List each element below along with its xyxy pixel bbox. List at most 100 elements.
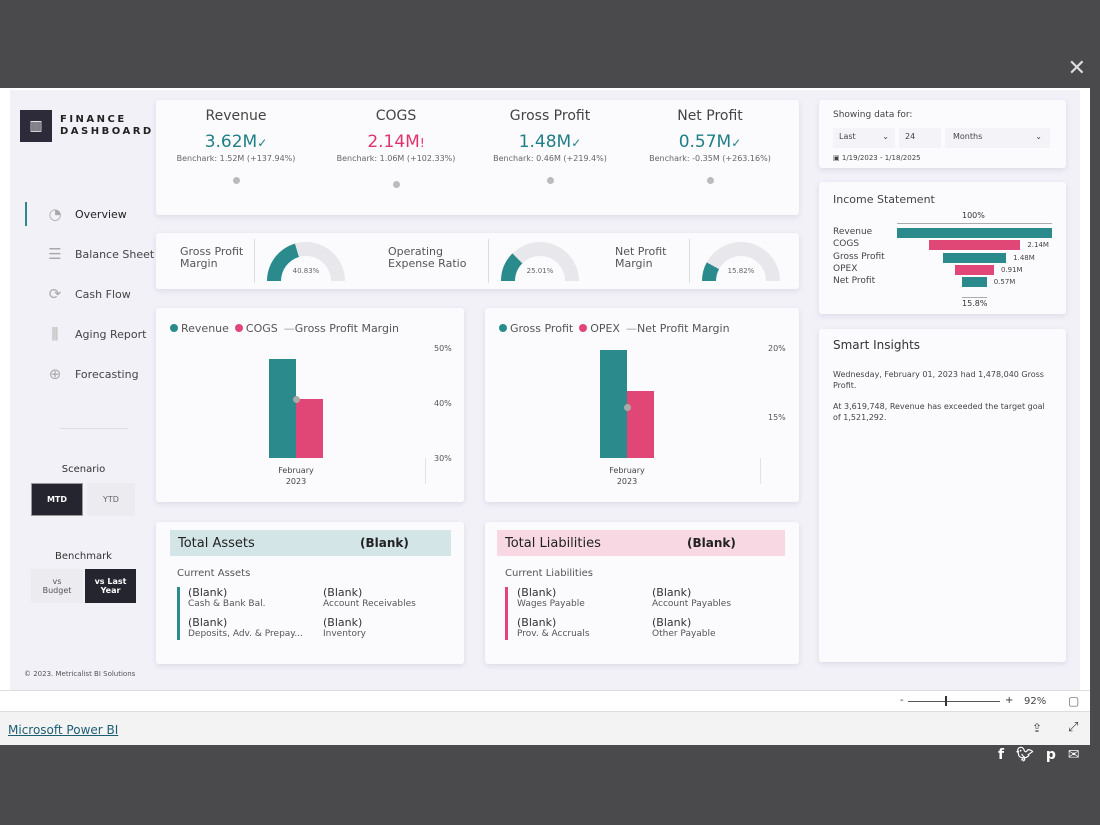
bar-gross-profit[interactable] [600,349,627,458]
funnel-bar[interactable] [962,277,987,288]
x-tick-line: 2023 [285,477,307,486]
gauge-value: 40.83% [292,267,320,275]
check-icon: ✓ [257,136,268,150]
y2-tick-label: 30% [434,454,452,463]
bar-revenue[interactable] [269,358,296,458]
funnel-top-bracket [897,223,1052,224]
funnel-label: Revenue [833,227,873,237]
kpi-benchmark: Benchark: -0.35M (+263.16%) [649,154,771,163]
gauge-label-line: Expense Ratio [388,257,467,270]
legend-swatch [579,324,588,332]
zoom-in-button[interactable]: + [1005,695,1014,706]
current-liabilities-label: Current Liabilities [505,568,593,579]
close-button[interactable]: ✕ [1067,56,1086,81]
chevron-down-icon: ⌄ [1035,132,1042,141]
balance-item: (Blank) Account Receivables [323,586,416,609]
scenario-mtd-button[interactable]: MTD [31,483,83,516]
chart-legend: Revenue COGS —Gross Profit Margin [170,322,399,335]
filter-title: Showing data for: [833,110,913,120]
liabilities-card: Total Liabilities (Blank) Current Liabili… [485,522,799,664]
item-value: (Blank) [323,616,363,629]
balance-item: (Blank) Cash & Bank Bal. [188,586,265,609]
unit-dropdown[interactable]: Months ⌄ [945,128,1050,148]
kpi-sparkline-dot [232,177,240,184]
line-point[interactable] [293,396,300,404]
item-label: Inventory [323,629,366,639]
funnel-value: 2.14M [1027,241,1049,250]
period-value: Last [839,132,856,141]
share-icon[interactable]: ⇪ [1032,721,1043,735]
pie-chart-icon: ◔ [48,205,62,223]
x-tick-line: February [609,466,645,475]
item-value: (Blank) [652,586,692,599]
assets-title: Total Assets [178,535,255,551]
bar-cogs[interactable] [296,399,323,458]
pinterest-icon[interactable]: p [1045,747,1056,763]
divider [689,239,690,283]
fullscreen-icon[interactable]: ⤢ [1068,720,1079,735]
logo-text: DASHBOARD [60,126,154,137]
liabilities-title: Total Liabilities [505,535,601,551]
divider [488,239,489,283]
power-bi-link[interactable]: Microsoft Power BI [8,723,119,737]
zoom-slider[interactable] [908,701,1000,702]
bar-opex[interactable] [627,391,654,458]
sidebar-item-label: Balance Sheet [75,247,155,261]
assets-value: (Blank) [360,536,409,550]
funnel-value: 0.91M [1000,265,1023,274]
sidebar-item-label: Aging Report [75,327,147,341]
sidebar-item-aging-report[interactable]: ⫼ Aging Report [35,322,147,346]
funnel-bar[interactable] [928,240,1021,251]
funnel-bar[interactable] [897,228,1052,238]
funnel-bar[interactable] [942,252,1007,263]
liabilities-value: (Blank) [687,536,736,550]
legend-item: COGS [234,322,278,335]
benchmark-title: Benchmark [55,551,112,562]
twitter-icon[interactable]: 🐦︎ [1016,747,1034,763]
zoom-out-button[interactable]: - [900,695,904,706]
logo-text: FINANCE [60,114,127,125]
count-input[interactable]: 24 [899,128,941,148]
legend-item: —Net Profit Margin [626,322,730,335]
funnel-value: 0.57M [993,278,1016,287]
line-point[interactable] [624,403,631,411]
sidebar-item-overview[interactable]: ◔ Overview [35,202,126,226]
funnel-label: OPEX [833,263,858,274]
gauge-fill [702,262,720,281]
gauge [267,241,345,281]
email-icon[interactable]: ✉ [1067,747,1080,763]
benchmark-budget-button[interactable]: vs Budget [31,569,83,603]
kpi-sparkline-dot [706,177,714,184]
zoom-slider-thumb[interactable] [944,696,947,706]
zoom-level: 92% [1024,696,1047,707]
kpi-value-text: 1.48M [518,132,572,152]
item-label: Cash & Bank Bal. [188,599,266,609]
sidebar-item-label: Cash Flow [75,287,131,301]
fit-page-icon[interactable]: ▢ [1068,694,1080,708]
bar-chart-icon: ⫼ [51,325,59,343]
kpi-gross-profit: Gross Profit 1.48M✓ Benchark: 0.46M (+219.… [470,108,630,184]
kpi-title: Net Profit [677,108,743,124]
facebook-icon[interactable]: f [998,747,1005,763]
profit-opex-chart: Gross Profit OPEX —Net Profit Margin 20% 15%… [485,308,799,502]
current-assets-label: Current Assets [177,568,251,579]
scenario-ytd-button[interactable]: YTD [87,483,135,516]
divider [60,428,128,429]
item-value: (Blank) [188,616,228,629]
x-tick-line: February [278,466,314,475]
sidebar-item-forecasting[interactable]: ⊕ Forecasting [35,362,139,386]
kpi-value: 2.14M! [316,132,476,152]
sidebar-item-cash-flow[interactable]: ⟳ Cash Flow [35,282,131,306]
kpi-value-text: 3.62M [204,132,258,152]
funnel-bar[interactable] [955,264,994,275]
y2-tick-label: 20% [768,344,786,353]
copyright: © 2023. Metricalist BI Solutions [24,670,136,678]
kpi-card: Revenue 3.62M✓ Benchark: 1.52M (+137.94%) C… [156,100,799,215]
item-label: Wages Payable [517,599,585,609]
insight-text: Wednesday, February 01, 2023 had 1,478,0… [833,370,1044,390]
period-dropdown[interactable]: Last ⌄ [833,128,895,148]
kpi-value: 0.57M✓ [630,132,790,152]
sidebar-item-balance-sheet[interactable]: ☰ Balance Sheet [35,242,154,266]
legend-swatch [499,324,507,332]
benchmark-last-year-button[interactable]: vs Last Year [85,569,136,603]
